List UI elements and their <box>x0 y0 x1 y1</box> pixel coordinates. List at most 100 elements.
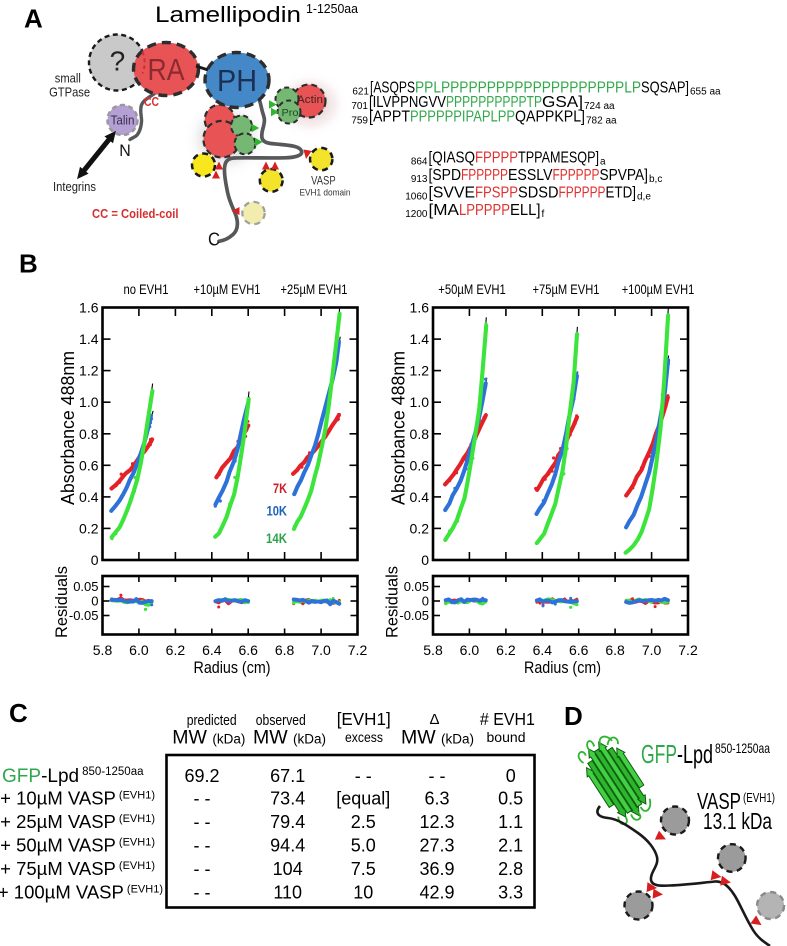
svg-text:7.5: 7.5 <box>351 859 376 879</box>
svg-text:14K: 14K <box>266 530 287 546</box>
svg-text:CC = Coiled-coil: CC = Coiled-coil <box>92 207 179 221</box>
svg-text:A: A <box>24 4 43 34</box>
svg-text:0.05: 0.05 <box>404 579 429 594</box>
svg-text:0.2: 0.2 <box>79 520 99 536</box>
svg-text:bound: bound <box>487 729 526 745</box>
svg-text:Talin: Talin <box>111 113 135 128</box>
svg-text:94.4: 94.4 <box>270 836 305 856</box>
svg-text:Residuals: Residuals <box>53 566 71 638</box>
svg-text:[QIASQFPPPPTPPAMESQP]: [QIASQFPPPPTPPAMESQP] <box>429 150 600 167</box>
svg-text:913: 913 <box>411 174 428 185</box>
svg-text:2.5: 2.5 <box>351 812 376 832</box>
svg-text:67.1: 67.1 <box>270 766 305 786</box>
svg-text:GTPase: GTPase <box>49 85 90 100</box>
svg-text:+ 100µM VASP (EVH1): + 100µM VASP (EVH1) <box>0 882 163 903</box>
svg-text:+50µM EVH1: +50µM EVH1 <box>438 281 506 297</box>
svg-text:6.0: 6.0 <box>460 642 480 658</box>
svg-text:predicted: predicted <box>187 713 237 729</box>
svg-text:850-1250aa: 850-1250aa <box>715 740 770 756</box>
svg-text:1.4: 1.4 <box>79 331 99 347</box>
svg-text:- -: - - <box>194 812 211 832</box>
svg-text:Lamellipodin: Lamellipodin <box>155 2 301 27</box>
svg-text:1060: 1060 <box>405 192 428 203</box>
svg-text:- -: - - <box>194 789 211 809</box>
svg-text:1.6: 1.6 <box>79 300 99 316</box>
svg-text:a: a <box>600 157 606 168</box>
svg-text:6.4: 6.4 <box>202 642 222 658</box>
svg-text:RA: RA <box>148 52 185 87</box>
svg-text:(EVH1): (EVH1) <box>743 790 775 805</box>
svg-text:6.6: 6.6 <box>238 642 258 658</box>
svg-text:7K: 7K <box>273 480 287 496</box>
svg-text:10: 10 <box>353 883 373 903</box>
svg-text:6.2: 6.2 <box>496 642 516 658</box>
svg-text:1.0: 1.0 <box>410 394 430 410</box>
svg-text:- -: - - <box>194 859 211 879</box>
svg-text:6.0: 6.0 <box>129 642 149 658</box>
svg-text:0.8: 0.8 <box>410 426 430 442</box>
svg-text:-0.05: -0.05 <box>399 608 429 623</box>
svg-text:[APPTPPPPPPIPAPLPPQAPPKPL]: [APPTPPPPPPIPAPLPPQAPPKPL] <box>369 109 585 126</box>
svg-text:1.1: 1.1 <box>498 812 523 832</box>
svg-text:MW (kDa): MW (kDa) <box>253 727 326 749</box>
svg-text:C: C <box>9 698 28 728</box>
svg-text:B: B <box>19 249 38 279</box>
svg-text:CC: CC <box>144 94 159 109</box>
svg-text:6.4: 6.4 <box>533 642 553 658</box>
svg-text:6.3: 6.3 <box>424 789 449 809</box>
svg-text:69.2: 69.2 <box>184 766 219 786</box>
svg-text:[SPDFPPPPPESSLVFPPPPPSPVPA]: [SPDFPPPPPESSLVFPPPPPSPVPA] <box>429 167 649 184</box>
svg-text:104: 104 <box>273 859 303 879</box>
svg-text:0.4: 0.4 <box>79 489 99 505</box>
svg-text:0.6: 0.6 <box>79 457 99 473</box>
svg-text:655 aa: 655 aa <box>690 87 721 98</box>
svg-text:759: 759 <box>351 116 368 127</box>
svg-text:- -: - - <box>429 766 446 786</box>
svg-text:- -: - - <box>194 883 211 903</box>
svg-text:6.6: 6.6 <box>569 642 589 658</box>
svg-text:6.2: 6.2 <box>166 642 186 658</box>
svg-text:GFP-Lpd: GFP-Lpd <box>641 739 713 769</box>
svg-text:VASP: VASP <box>311 176 336 188</box>
svg-text:10K: 10K <box>267 503 288 519</box>
svg-text:[equal]: [equal] <box>336 789 390 809</box>
svg-text:2.8: 2.8 <box>498 859 523 879</box>
svg-text:701: 701 <box>351 101 368 112</box>
svg-text:42.9: 42.9 <box>419 883 454 903</box>
svg-text:# EVH1: # EVH1 <box>480 709 535 729</box>
svg-text:MW (kDa): MW (kDa) <box>172 727 245 749</box>
svg-text:7.0: 7.0 <box>642 642 662 658</box>
svg-text:1.2: 1.2 <box>410 363 430 379</box>
svg-text:C: C <box>208 230 220 250</box>
svg-text:27.3: 27.3 <box>419 836 454 856</box>
svg-text:excess: excess <box>345 729 383 745</box>
svg-text:5.8: 5.8 <box>423 642 443 658</box>
svg-text:[EVH1]: [EVH1] <box>337 709 391 729</box>
svg-text:Radius (cm): Radius (cm) <box>194 659 271 677</box>
svg-text:Absorbance 488nm: Absorbance 488nm <box>389 351 409 505</box>
svg-text:Δ: Δ <box>429 711 439 728</box>
svg-text:+75µM EVH1: +75µM EVH1 <box>533 281 600 297</box>
svg-text:13.1 kDa: 13.1 kDa <box>703 808 772 834</box>
svg-text:?: ? <box>110 46 126 77</box>
svg-text:5.8: 5.8 <box>93 642 113 658</box>
svg-text:7.0: 7.0 <box>311 642 331 658</box>
svg-text:0.6: 0.6 <box>410 457 430 473</box>
svg-text:1.4: 1.4 <box>410 331 430 347</box>
svg-text:0.4: 0.4 <box>410 489 430 505</box>
svg-text:73.4: 73.4 <box>270 789 305 809</box>
svg-text:PH: PH <box>217 63 257 98</box>
svg-text:1.6: 1.6 <box>410 300 430 316</box>
svg-text:Pro: Pro <box>282 107 299 119</box>
svg-text:1.0: 1.0 <box>79 394 99 410</box>
svg-text:5.0: 5.0 <box>351 836 376 856</box>
svg-text:[MALPPPPPELL]: [MALPPPPPELL] <box>429 202 541 219</box>
svg-text:6.8: 6.8 <box>605 642 625 658</box>
svg-text:[ASQPSPPLPPPPPPPPPPPPPPPPPPPPL: [ASQPSPPLPPPPPPPPPPPPPPPPPPPPLPSQSAP] <box>370 80 689 97</box>
svg-text:[ILVPPNGVVPPPPPPPPPPTPGSA]: [ILVPPNGVVPPPPPPPPPPTPGSA] <box>369 94 583 111</box>
svg-text:N: N <box>119 141 131 160</box>
svg-text:-0.05: -0.05 <box>69 608 99 623</box>
svg-text:Residuals: Residuals <box>384 566 402 638</box>
svg-text:+25µM EVH1: +25µM EVH1 <box>281 281 348 297</box>
